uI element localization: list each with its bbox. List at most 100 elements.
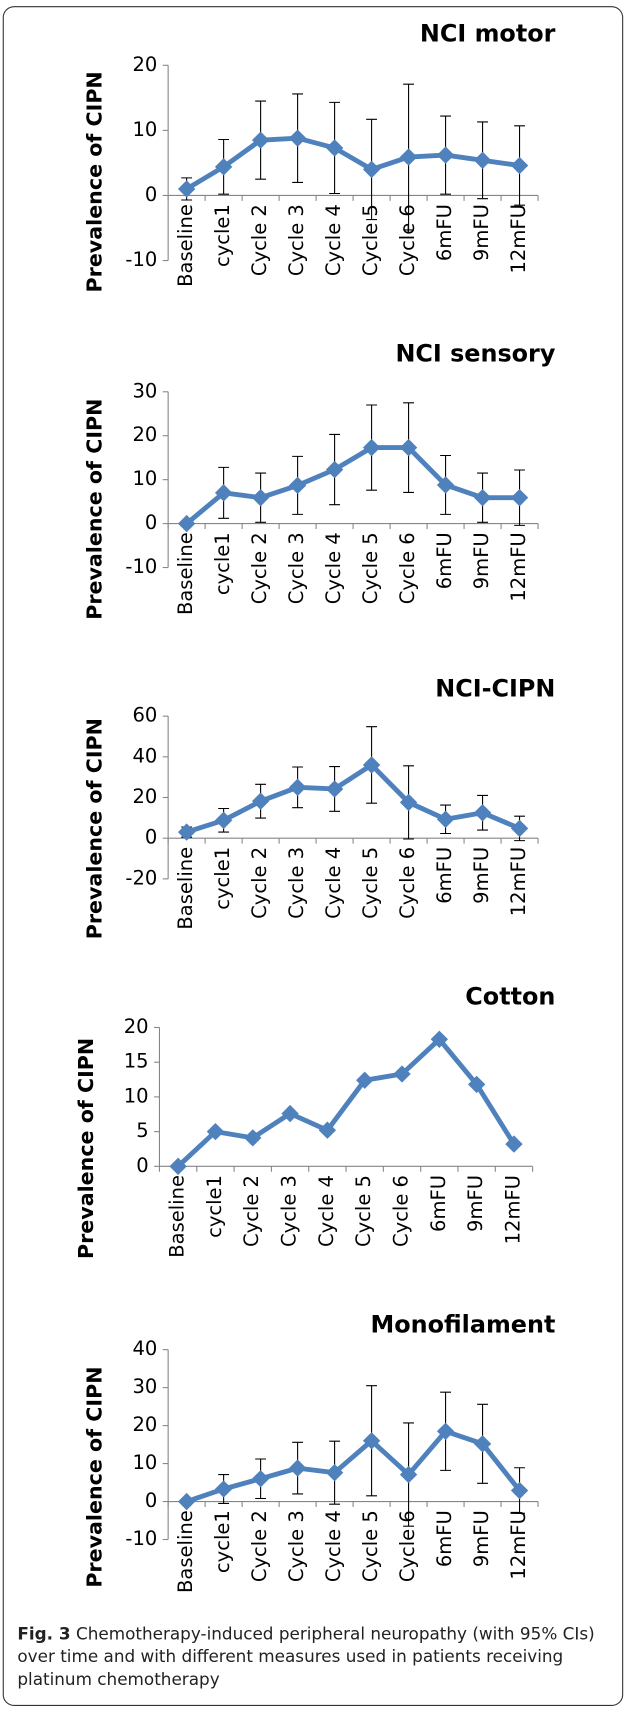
marker — [436, 146, 455, 164]
x-tick-label: 9mFU — [470, 532, 493, 589]
x-tick-label: Cycle 2 — [248, 532, 271, 604]
marker — [318, 1121, 337, 1139]
marker — [325, 780, 344, 798]
x-tick-label: Cycle 5 — [359, 204, 382, 276]
x-tick-label: Baseline — [166, 1175, 189, 1258]
y-tick-label: 10 — [132, 1451, 157, 1474]
marker — [214, 811, 233, 829]
marker — [281, 1104, 299, 1123]
x-tick-label: cycle1 — [211, 204, 234, 267]
x-tick-label: Cycle 4 — [322, 1510, 345, 1582]
data-line — [176, 1036, 517, 1169]
y-tick-label: 10 — [132, 467, 157, 490]
x-tick-label: 12mFU — [507, 1510, 530, 1579]
x-tick-label: cycle1 — [203, 1175, 226, 1238]
y-tick-label: 0 — [145, 826, 157, 849]
marker — [399, 793, 418, 812]
x-tick-label: 6mFU — [433, 1510, 456, 1567]
marker — [325, 460, 344, 479]
marker — [399, 148, 418, 166]
marker — [251, 1470, 270, 1488]
x-tick-label: Cycle 4 — [322, 532, 345, 604]
x-tick-label: 9mFU — [464, 1175, 487, 1232]
marker — [214, 1480, 233, 1498]
marker — [362, 1432, 381, 1450]
data-line — [185, 1428, 522, 1504]
x-tick-label: Cycle 6 — [390, 1175, 413, 1247]
x-tick-label: Cycle 4 — [315, 1175, 338, 1247]
x-tick-label: Cycle 3 — [278, 1175, 301, 1247]
y-axis-label: Prevalence of CIPN — [82, 1367, 106, 1588]
y-tick-label: -10 — [125, 1527, 157, 1550]
x-tick-label: Cycle 3 — [285, 532, 308, 604]
x-tick-label: Cycle 4 — [322, 204, 345, 276]
x-tick-label: 12mFU — [501, 1175, 524, 1244]
x-tick-label: cycle1 — [211, 532, 234, 595]
marker — [467, 1075, 486, 1094]
x-tick-label: Cycle 6 — [396, 847, 419, 919]
y-tick-label: 20 — [132, 53, 157, 76]
x-tick-label: Baseline — [174, 204, 197, 287]
marker — [362, 438, 381, 457]
marker — [362, 756, 381, 774]
marker — [214, 158, 233, 176]
marker — [325, 1463, 344, 1482]
x-tick-label: Cycle 5 — [359, 847, 382, 919]
x-tick-label: 12mFU — [507, 532, 530, 601]
x-tick-label: 12mFU — [507, 847, 530, 916]
x-tick-label: Cycle 2 — [240, 1175, 263, 1247]
marker — [473, 804, 492, 822]
figure-border — [2, 6, 624, 1707]
x-tick-label: Cycle 4 — [322, 847, 345, 919]
x-tick-label: Cycle 2 — [248, 204, 271, 276]
marker — [436, 810, 455, 828]
x-tick-label: Cycle 3 — [285, 1510, 308, 1582]
x-tick-label: Cycle 3 — [285, 204, 308, 276]
marker — [436, 476, 455, 494]
y-tick-label: 40 — [132, 1337, 157, 1360]
marker — [288, 476, 307, 495]
marker — [510, 156, 529, 175]
y-tick-label: 0 — [145, 511, 157, 534]
y-tick-label: 20 — [132, 423, 157, 446]
x-tick-label: 9mFU — [470, 847, 493, 904]
x-tick-label: Cycle 5 — [359, 532, 382, 604]
y-tick-label: 10 — [132, 118, 157, 141]
y-tick-label: 0 — [136, 1154, 148, 1177]
x-tick-label: 6mFU — [427, 1175, 450, 1232]
y-tick-label: 40 — [132, 744, 157, 767]
x-tick-label: Cycle 5 — [352, 1175, 375, 1247]
chart-title: Monofilament — [370, 1310, 555, 1338]
x-tick-label: Baseline — [174, 532, 197, 615]
y-tick-label: 20 — [124, 1015, 149, 1038]
caption-box: Fig. 3 Chemotherapy-induced peripheral n… — [17, 1624, 594, 1689]
marker — [436, 1422, 455, 1440]
y-tick-label: 30 — [132, 379, 157, 402]
marker — [288, 1459, 307, 1477]
y-tick-label: 15 — [124, 1050, 149, 1073]
x-tick-label: Cycle 2 — [248, 847, 271, 919]
chart-title: NCI sensory — [395, 339, 555, 367]
x-tick-label: 6mFU — [433, 847, 456, 904]
y-tick-label: 20 — [132, 785, 157, 808]
x-tick-label: 6mFU — [433, 532, 456, 589]
marker — [177, 1492, 196, 1511]
x-tick-label: Baseline — [174, 1510, 197, 1593]
y-tick-label: 10 — [124, 1084, 149, 1107]
marker — [325, 139, 344, 157]
y-tick-label: 5 — [136, 1119, 148, 1142]
y-tick-label: -10 — [125, 248, 157, 271]
marker — [288, 778, 307, 797]
y-tick-label: -10 — [125, 555, 157, 578]
y-tick-label: 0 — [145, 1489, 157, 1512]
chart-title: Cotton — [465, 983, 555, 1011]
x-tick-label: Cycle 6 — [396, 1510, 419, 1582]
data-line — [185, 762, 521, 835]
marker — [510, 1481, 529, 1500]
y-axis-label: Prevalence of CIPN — [82, 718, 106, 939]
x-tick-label: 9mFU — [470, 1510, 493, 1567]
marker — [362, 160, 381, 179]
x-tick-label: Baseline — [174, 847, 197, 930]
x-tick-label: Cycle 6 — [396, 204, 419, 276]
